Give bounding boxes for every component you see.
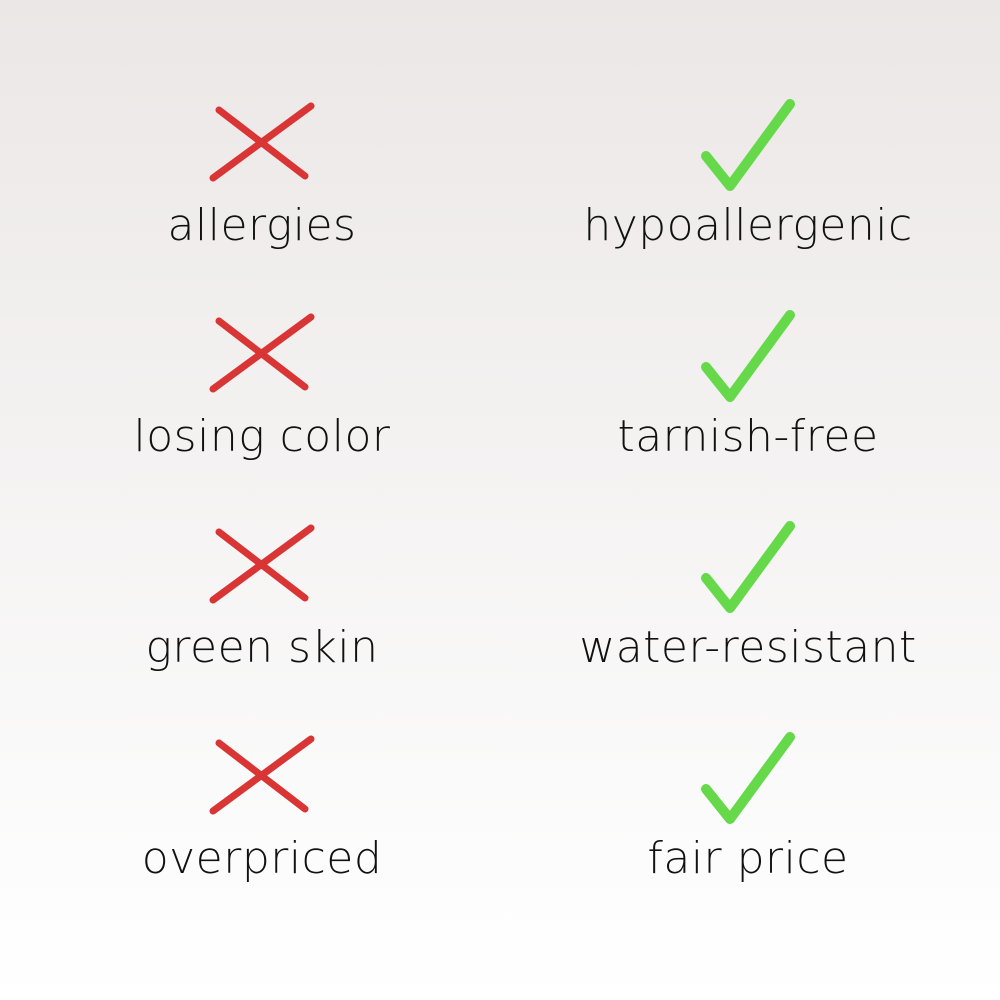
item-label: green skin (145, 622, 379, 673)
check-icon (698, 520, 798, 619)
list-item: tarnish-free (498, 309, 998, 511)
item-label: losing color (133, 411, 391, 462)
cross-icon (207, 735, 317, 819)
item-label: tarnish-free (617, 411, 879, 462)
item-label: fair price (647, 833, 849, 884)
list-item: losing color (12, 311, 512, 511)
list-item: hypoallergenic (498, 98, 998, 300)
cross-icon (207, 102, 317, 186)
cross-icon (207, 524, 317, 608)
check-icon (698, 731, 798, 830)
list-item: green skin (12, 522, 512, 722)
list-item: fair price (498, 731, 998, 933)
check-icon (698, 98, 798, 197)
item-label: allergies (167, 200, 357, 251)
item-label: water-resistant (579, 622, 917, 673)
list-item: overpriced (12, 733, 512, 933)
check-icon (698, 309, 798, 408)
cross-icon (207, 313, 317, 397)
item-label: overpriced (141, 833, 383, 884)
list-item: water-resistant (498, 520, 998, 722)
list-item: allergies (12, 100, 512, 300)
item-label: hypoallergenic (583, 200, 913, 251)
